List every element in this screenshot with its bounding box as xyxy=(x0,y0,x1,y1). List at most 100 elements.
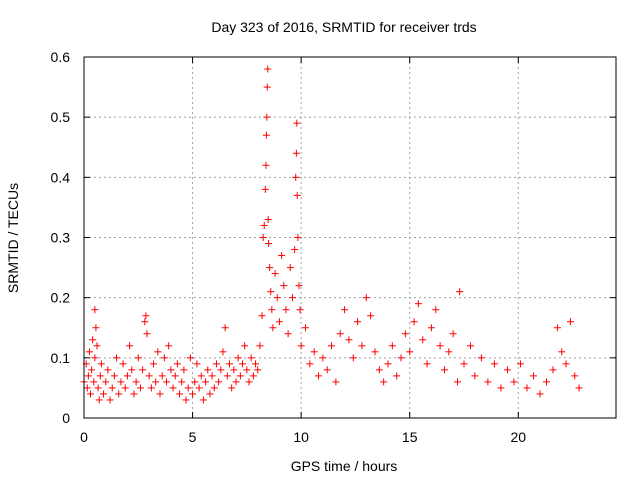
data-point xyxy=(310,348,318,356)
data-point xyxy=(553,324,561,332)
data-point xyxy=(484,378,492,386)
data-point xyxy=(158,372,166,380)
data-point xyxy=(156,390,164,398)
data-point xyxy=(523,384,531,392)
data-point xyxy=(100,390,108,398)
data-point xyxy=(301,324,309,332)
data-point xyxy=(562,360,570,368)
data-point xyxy=(178,378,186,386)
data-point xyxy=(341,306,349,314)
data-point xyxy=(278,252,286,260)
data-point xyxy=(221,324,229,332)
data-point xyxy=(193,360,201,368)
data-point xyxy=(471,372,479,380)
data-point xyxy=(212,360,220,368)
data-point xyxy=(332,378,340,386)
data-point xyxy=(440,366,448,374)
data-point xyxy=(323,366,331,374)
data-point xyxy=(275,318,283,326)
data-point xyxy=(208,372,216,380)
data-point xyxy=(529,372,537,380)
data-point xyxy=(449,330,457,338)
data-point xyxy=(380,378,388,386)
data-point xyxy=(119,360,127,368)
y-tick-label: 0.5 xyxy=(51,109,71,125)
data-point xyxy=(315,372,323,380)
data-point xyxy=(95,396,103,404)
data-point xyxy=(423,360,431,368)
data-point xyxy=(503,366,511,374)
data-point xyxy=(171,372,179,380)
data-point xyxy=(180,366,188,374)
data-point xyxy=(141,318,149,326)
data-point xyxy=(104,366,112,374)
data-point xyxy=(256,342,264,350)
data-point xyxy=(173,360,181,368)
data-point xyxy=(516,360,524,368)
data-point xyxy=(165,342,173,350)
data-point xyxy=(169,384,177,392)
data-point xyxy=(419,336,427,344)
data-point xyxy=(367,312,375,320)
data-point xyxy=(456,288,464,296)
y-tick-label: 0.6 xyxy=(51,49,71,65)
data-point xyxy=(136,384,144,392)
data-point xyxy=(264,65,272,73)
data-point xyxy=(354,318,362,326)
data-point xyxy=(293,191,301,199)
data-point xyxy=(182,396,190,404)
data-point xyxy=(467,342,475,350)
data-point xyxy=(410,318,418,326)
data-point xyxy=(558,348,566,356)
data-point xyxy=(184,384,192,392)
data-point xyxy=(130,390,138,398)
data-point xyxy=(217,366,225,374)
data-point xyxy=(210,384,218,392)
data-point xyxy=(152,378,160,386)
data-point xyxy=(284,330,292,338)
data-point xyxy=(239,360,247,368)
data-point xyxy=(292,173,300,181)
data-point xyxy=(202,378,210,386)
x-tick-label: 20 xyxy=(510,429,526,445)
data-point xyxy=(108,384,116,392)
data-point xyxy=(195,384,203,392)
data-point xyxy=(288,294,296,302)
data-point xyxy=(273,294,281,302)
data-point xyxy=(163,378,171,386)
data-point xyxy=(328,342,336,350)
data-point xyxy=(401,330,409,338)
data-point xyxy=(266,264,274,272)
data-point xyxy=(566,318,574,326)
data-point xyxy=(123,372,131,380)
data-point xyxy=(110,372,118,380)
data-point xyxy=(393,372,401,380)
grid-lines xyxy=(84,57,616,418)
data-point xyxy=(490,360,498,368)
data-point xyxy=(269,324,277,332)
data-point xyxy=(362,294,370,302)
data-point xyxy=(291,246,299,254)
data-point xyxy=(215,378,223,386)
data-point xyxy=(234,354,242,362)
data-point xyxy=(126,342,134,350)
data-point xyxy=(145,372,153,380)
chart-title: Day 323 of 2016, SRMTID for receiver trd… xyxy=(211,19,476,35)
data-point xyxy=(319,354,327,362)
data-point xyxy=(477,354,485,362)
y-tick-label: 0.2 xyxy=(51,290,71,306)
data-point xyxy=(225,360,233,368)
data-point xyxy=(128,366,136,374)
data-point xyxy=(249,372,257,380)
data-point xyxy=(286,264,294,272)
data-point xyxy=(262,161,270,169)
data-point xyxy=(115,390,123,398)
data-point xyxy=(252,360,260,368)
data-point xyxy=(263,83,271,91)
data-point xyxy=(92,324,100,332)
data-point xyxy=(436,342,444,350)
data-point xyxy=(294,234,302,241)
data-point xyxy=(345,336,353,344)
data-point xyxy=(282,306,290,314)
data-point xyxy=(432,306,440,314)
